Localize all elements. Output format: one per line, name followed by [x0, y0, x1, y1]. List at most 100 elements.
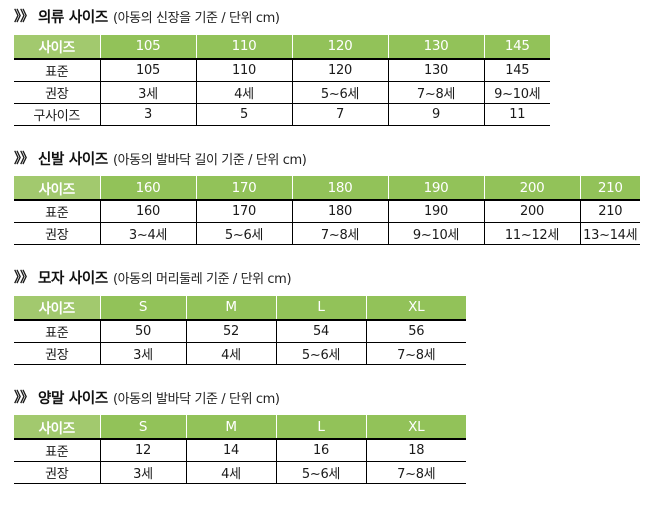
- table-row: 권장 3세 4세 5~6세 7~8세: [14, 342, 466, 365]
- size-section-hat: 》》 모자 사이즈 (아동의 머리둘레 기준 / 단위 cm) 사이즈 S M L XL 표준 5…: [0, 270, 658, 365]
- header-cell-size-value: M: [186, 415, 277, 440]
- row-label-cell: 표준: [14, 58, 101, 82]
- size-table-clothing: 사이즈 105 110 120 130 145 표준 105 110 120 130 145 권장 3세 4…: [14, 34, 550, 126]
- row-value-cell: 110: [196, 58, 293, 82]
- header-cell-size-label: 사이즈: [14, 415, 101, 440]
- section-subtitle: (아동의 발바닥 길이 기준 / 단위 cm): [112, 152, 307, 168]
- table-row: 표준 105 110 120 130 145: [14, 58, 550, 82]
- row-value-cell: 12: [100, 439, 187, 462]
- size-section-clothing: 》》 의류 사이즈 (아동의 신장을 기준 / 단위 cm) 사이즈 105 110 120…: [0, 9, 658, 126]
- row-value-cell: 11~12세: [484, 222, 581, 245]
- size-table-socks: 사이즈 S M L XL 표준 12 14 16 18 권장 3세 4세 5~6세 7~8세: [14, 415, 466, 484]
- section-subtitle: (아동의 머리둘레 기준 / 단위 cm): [112, 272, 292, 287]
- row-value-cell: 54: [276, 319, 367, 343]
- row-value-cell: 56: [366, 319, 466, 343]
- size-section-shoes: 》》 신발 사이즈 (아동의 발바닥 길이 기준 / 단위 cm) 사이즈 160 170…: [0, 151, 658, 245]
- table-row: 표준 160 170 180 190 200 210: [14, 200, 640, 223]
- row-value-cell: 3세: [100, 81, 197, 104]
- row-label-cell: 표준: [14, 319, 101, 343]
- header-cell-size-value: 160: [100, 176, 197, 201]
- row-label-cell: 권장: [14, 461, 101, 484]
- header-cell-size-value: 105: [100, 34, 197, 60]
- row-value-cell: 145: [484, 58, 550, 82]
- row-value-cell: 9~10세: [484, 81, 550, 104]
- row-value-cell: 9: [388, 103, 485, 126]
- row-value-cell: 7~8세: [292, 222, 389, 245]
- header-cell-size-value: 130: [388, 34, 485, 60]
- row-value-cell: 5~6세: [292, 81, 389, 104]
- row-value-cell: 7~8세: [366, 461, 466, 484]
- row-value-cell: 3세: [100, 342, 187, 365]
- row-value-cell: 120: [292, 58, 389, 82]
- table-row: 표준 50 52 54 56: [14, 319, 466, 343]
- section-heading: 》》 의류 사이즈 (아동의 신장을 기준 / 단위 cm): [0, 9, 658, 26]
- section-spacer: [0, 245, 658, 272]
- header-cell-size-value: XL: [366, 295, 466, 321]
- table-header-row: 사이즈 105 110 120 130 145: [14, 34, 550, 60]
- row-value-cell: 160: [100, 200, 197, 223]
- size-table-shoes: 사이즈 160 170 180 190 200 210 표준 160 170 180 190 200 21…: [14, 176, 640, 245]
- table-row: 권장 3~4세 5~6세 7~8세 9~10세 11~12세 13~14세: [14, 222, 640, 245]
- header-cell-size-value: 145: [484, 34, 550, 60]
- header-cell-size-value: L: [276, 415, 367, 440]
- row-value-cell: 52: [186, 319, 277, 343]
- section-title: 신발 사이즈: [38, 151, 108, 168]
- section-subtitle: (아동의 발바닥 기준 / 단위 cm): [112, 391, 280, 407]
- row-value-cell: 5~6세: [276, 342, 367, 365]
- section-title: 의류 사이즈: [38, 10, 108, 26]
- header-cell-size-value: S: [100, 295, 187, 321]
- header-cell-size-value: 210: [580, 176, 640, 201]
- table-row: 권장 3세 4세 5~6세 7~8세 9~10세: [14, 81, 550, 104]
- row-value-cell: 5~6세: [276, 461, 367, 484]
- row-value-cell: 4세: [186, 342, 277, 365]
- row-value-cell: 9~10세: [388, 222, 485, 245]
- row-value-cell: 210: [580, 200, 640, 223]
- row-value-cell: 180: [292, 200, 389, 223]
- table-row: 표준 12 14 16 18: [14, 439, 466, 462]
- header-cell-size-value: L: [276, 295, 367, 321]
- row-value-cell: 200: [484, 200, 581, 223]
- size-section-socks: 》》 양말 사이즈 (아동의 발바닥 기준 / 단위 cm) 사이즈 S M L XL 표준 12…: [0, 390, 658, 484]
- section-title: 양말 사이즈: [38, 390, 108, 407]
- section-heading: 》》 양말 사이즈 (아동의 발바닥 기준 / 단위 cm): [0, 390, 658, 407]
- row-value-cell: 50: [100, 319, 187, 343]
- row-value-cell: 3~4세: [100, 222, 197, 245]
- row-value-cell: 14: [186, 439, 277, 462]
- row-value-cell: 13~14세: [580, 222, 640, 245]
- table-wrapper: 사이즈 S M L XL 표준 12 14 16 18 권장 3세 4세 5~6세 7~8세: [0, 415, 658, 484]
- table-header-row: 사이즈 160 170 180 190 200 210: [14, 176, 640, 201]
- size-sections-container: 》》 의류 사이즈 (아동의 신장을 기준 / 단위 cm) 사이즈 105 110 120…: [0, 9, 658, 484]
- row-label-cell: 표준: [14, 200, 101, 223]
- header-cell-size-label: 사이즈: [14, 295, 101, 321]
- header-cell-size-value: 110: [196, 34, 293, 60]
- row-value-cell: 7~8세: [366, 342, 466, 365]
- section-spacer: [0, 126, 658, 153]
- row-value-cell: 190: [388, 200, 485, 223]
- row-value-cell: 7: [292, 103, 389, 126]
- row-value-cell: 11: [484, 103, 550, 126]
- table-row: 구사이즈 3 5 7 9 11: [14, 103, 550, 126]
- header-cell-size-label: 사이즈: [14, 176, 101, 201]
- header-cell-size-value: S: [100, 415, 187, 440]
- double-chevron-right-icon: 》》: [14, 270, 34, 286]
- row-label-cell: 권장: [14, 222, 101, 245]
- row-label-cell: 권장: [14, 81, 101, 104]
- row-value-cell: 105: [100, 58, 197, 82]
- header-cell-size-value: 170: [196, 176, 293, 201]
- header-cell-size-value: 180: [292, 176, 389, 201]
- table-row: 권장 3세 4세 5~6세 7~8세: [14, 461, 466, 484]
- section-spacer: [0, 365, 658, 392]
- row-value-cell: 4세: [186, 461, 277, 484]
- double-chevron-right-icon: 》》: [14, 9, 34, 25]
- header-cell-size-value: M: [186, 295, 277, 321]
- row-value-cell: 7~8세: [388, 81, 485, 104]
- row-label-cell: 구사이즈: [14, 103, 101, 126]
- header-cell-size-value: 200: [484, 176, 581, 201]
- section-subtitle: (아동의 신장을 기준 / 단위 cm): [112, 11, 280, 26]
- table-wrapper: 사이즈 160 170 180 190 200 210 표준 160 170 180 190 200 21…: [0, 176, 658, 245]
- table-header-row: 사이즈 S M L XL: [14, 415, 466, 440]
- row-value-cell: 16: [276, 439, 367, 462]
- row-label-cell: 권장: [14, 342, 101, 365]
- header-cell-size-value: 120: [292, 34, 389, 60]
